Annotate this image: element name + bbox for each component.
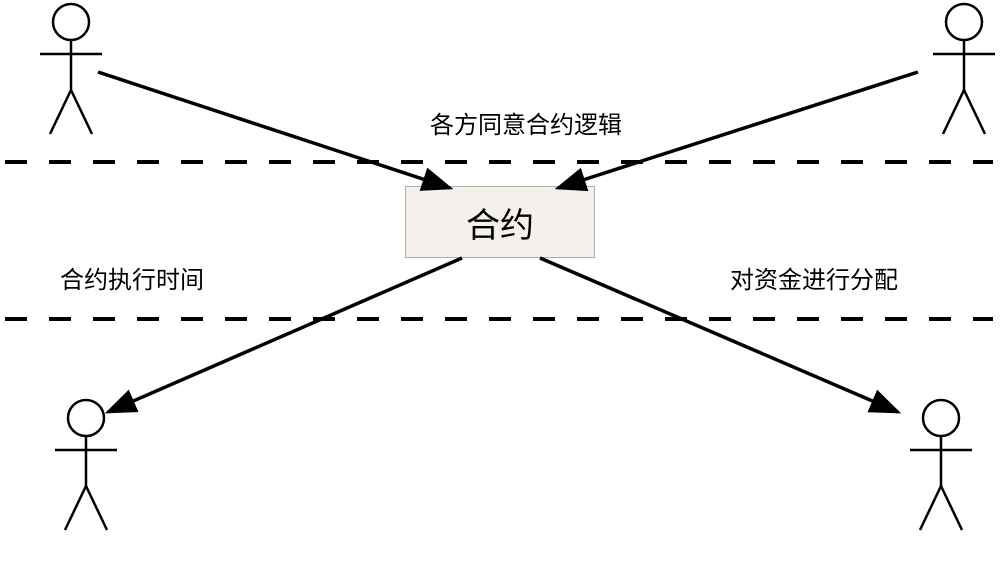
divider-top: [5, 160, 993, 164]
mid-right-label: 对资金进行分配: [730, 260, 898, 295]
divider-bottom: [5, 317, 993, 321]
actor-top-right: [928, 2, 1000, 138]
contract-box: 合约: [405, 186, 595, 258]
arrow-tl-to-contract: [98, 72, 450, 188]
actor-bottom-right: [905, 398, 977, 534]
mid-left-label: 合约执行时间: [60, 260, 204, 295]
actor-top-left: [35, 2, 107, 138]
contract-label: 合约: [466, 198, 534, 247]
top-caption: 各方同意合约逻辑: [430, 105, 622, 140]
actor-bottom-left: [50, 398, 122, 534]
